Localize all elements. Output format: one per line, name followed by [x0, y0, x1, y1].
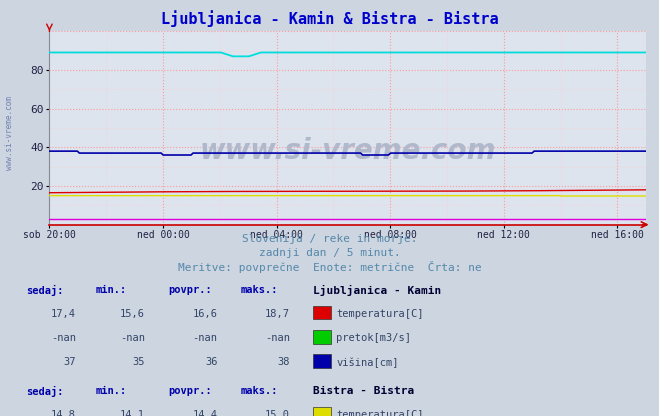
Text: 15,6: 15,6: [120, 309, 145, 319]
Text: -nan: -nan: [51, 333, 76, 343]
Text: min.:: min.:: [96, 285, 127, 295]
Text: povpr.:: povpr.:: [168, 285, 212, 295]
Text: -nan: -nan: [265, 333, 290, 343]
Text: 36: 36: [205, 357, 217, 367]
Text: Ljubljanica - Kamin: Ljubljanica - Kamin: [313, 285, 442, 296]
Text: www.si-vreme.com: www.si-vreme.com: [5, 96, 14, 170]
Text: pretok[m3/s]: pretok[m3/s]: [336, 333, 411, 343]
Text: Meritve: povprečne  Enote: metrične  Črta: ne: Meritve: povprečne Enote: metrične Črta:…: [178, 261, 481, 273]
Text: 14,4: 14,4: [192, 411, 217, 416]
Text: 35: 35: [132, 357, 145, 367]
Text: -nan: -nan: [120, 333, 145, 343]
Text: Bistra - Bistra: Bistra - Bistra: [313, 386, 415, 396]
Text: 14,8: 14,8: [51, 411, 76, 416]
Text: temperatura[C]: temperatura[C]: [336, 309, 424, 319]
Text: povpr.:: povpr.:: [168, 386, 212, 396]
Text: zadnji dan / 5 minut.: zadnji dan / 5 minut.: [258, 248, 401, 258]
Text: temperatura[C]: temperatura[C]: [336, 411, 424, 416]
Text: 16,6: 16,6: [192, 309, 217, 319]
Text: 17,4: 17,4: [51, 309, 76, 319]
Text: maks.:: maks.:: [241, 285, 278, 295]
Text: min.:: min.:: [96, 386, 127, 396]
Text: sedaj:: sedaj:: [26, 386, 64, 397]
Text: 37: 37: [63, 357, 76, 367]
Text: višina[cm]: višina[cm]: [336, 357, 399, 368]
Text: Slovenija / reke in morje.: Slovenija / reke in morje.: [242, 234, 417, 244]
Text: www.si-vreme.com: www.si-vreme.com: [200, 137, 496, 165]
Text: 38: 38: [277, 357, 290, 367]
Text: sedaj:: sedaj:: [26, 285, 64, 296]
Text: 14,1: 14,1: [120, 411, 145, 416]
Text: Ljubljanica - Kamin & Bistra - Bistra: Ljubljanica - Kamin & Bistra - Bistra: [161, 10, 498, 27]
Text: 15,0: 15,0: [265, 411, 290, 416]
Text: maks.:: maks.:: [241, 386, 278, 396]
Text: -nan: -nan: [192, 333, 217, 343]
Text: 18,7: 18,7: [265, 309, 290, 319]
